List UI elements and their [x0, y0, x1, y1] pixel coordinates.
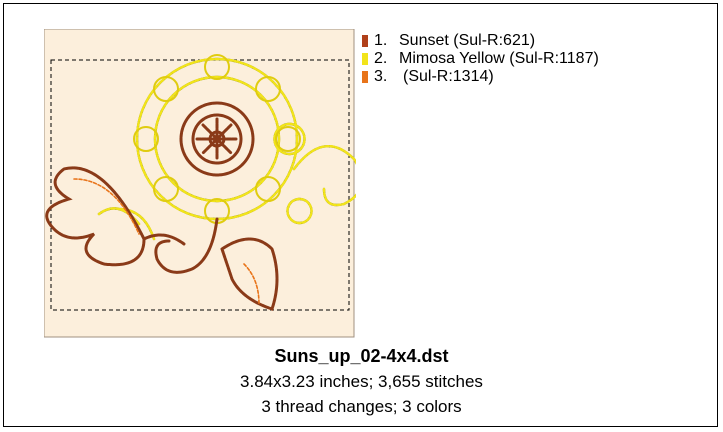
thread-name: Mimosa Yellow (Sul-R:1187) — [399, 50, 599, 67]
design-card: 1. Sunset (Sul-R:621) 2. Mimosa Yellow (Sul… — [3, 3, 718, 427]
thread-row: 3. (Sul-R:1314) — [362, 68, 599, 86]
thread-number: 1. — [374, 32, 388, 49]
hoop-area — [44, 29, 355, 338]
thread-row: 1. Sunset (Sul-R:621) — [362, 32, 599, 50]
dimensions: 3.84x3.23 inches; 3,655 stitches — [240, 372, 483, 391]
thread-swatch — [362, 35, 368, 47]
thread-number: 3. — [374, 68, 388, 85]
thread-name: Sunset (Sul-R:621) — [399, 32, 536, 49]
thread-name: (Sul-R:1314) — [403, 68, 494, 85]
thread-row: 2. Mimosa Yellow (Sul-R:1187) — [362, 50, 599, 68]
thread-swatch — [362, 71, 368, 83]
filename: Suns_up_02-4x4.dst — [274, 346, 449, 366]
thread-number: 2. — [374, 50, 388, 67]
design-info: Suns_up_02-4x4.dst 3.84x3.23 inches; 3,6… — [4, 344, 719, 419]
thread-swatch — [362, 53, 368, 65]
thread-legend: 1. Sunset (Sul-R:621) 2. Mimosa Yellow (Sul… — [362, 32, 599, 86]
design-preview — [44, 29, 356, 338]
thread-changes: 3 thread changes; 3 colors — [261, 397, 462, 416]
embroidery — [45, 54, 356, 311]
